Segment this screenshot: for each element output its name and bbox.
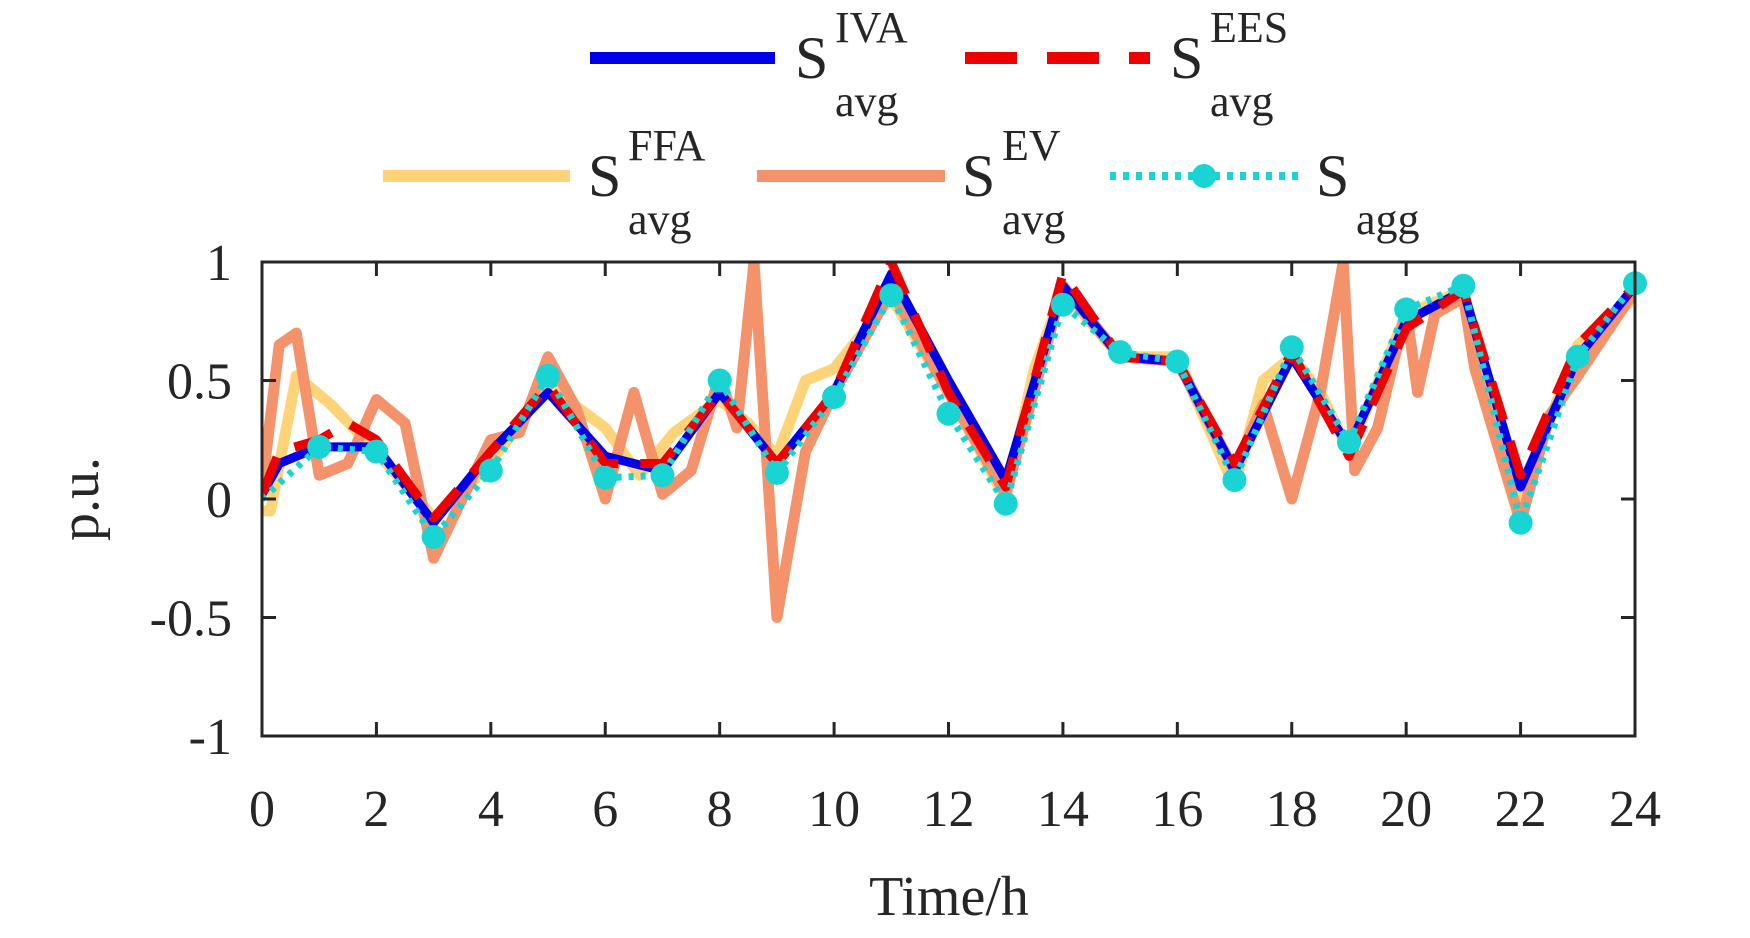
y-tick-label: -0.5 (150, 591, 232, 648)
x-tick-label: 12 (923, 781, 975, 838)
data-point-agg (1222, 468, 1247, 492)
data-point-agg (822, 385, 847, 410)
data-point-agg (1050, 292, 1075, 317)
x-axis-label: Time/h (869, 866, 1029, 928)
data-point-agg (1451, 273, 1476, 298)
data-point-agg (593, 465, 618, 490)
legend-label-iva-main: S (795, 25, 828, 91)
x-tick-label: 6 (592, 781, 618, 838)
y-tick-label: 0.5 (167, 354, 232, 411)
x-tick-label: 22 (1495, 781, 1547, 838)
x-tick-label: 14 (1037, 781, 1089, 838)
data-point-agg (307, 434, 332, 459)
data-point-agg (1508, 510, 1533, 535)
data-point-agg (1394, 297, 1419, 322)
legend-label-ev-sub: avg (1002, 195, 1066, 244)
legend-label-agg-sub: agg (1356, 195, 1420, 244)
data-point-agg (478, 458, 503, 483)
legend-entry-ev: S EV avg (757, 121, 1066, 244)
legend-label-ees-sub: avg (1210, 77, 1274, 126)
data-point-agg (1279, 335, 1304, 360)
legend-label-ffa-sub: avg (628, 195, 692, 244)
legend-label-ev-main: S (962, 143, 995, 209)
x-tick-label: 18 (1266, 781, 1318, 838)
x-tick-label: 16 (1151, 781, 1203, 838)
legend-label-ees-sup: EES (1210, 3, 1288, 52)
legend-entry-ffa: S FFA avg (383, 121, 706, 244)
x-tick-label: 4 (478, 781, 504, 838)
legend-label-agg-main: S (1316, 143, 1349, 209)
legend-label-ev-sup: EV (1002, 121, 1061, 170)
legend-entry-ees: S EES avg (965, 3, 1288, 126)
legend: S IVA avg S EES avg S FFA avg S EV avg S… (383, 3, 1420, 244)
legend-entry-iva: S IVA avg (590, 3, 908, 126)
series-layer (262, 262, 1635, 623)
marker-layer (307, 271, 1647, 549)
legend-swatch-agg-marker (1192, 164, 1216, 188)
data-point-agg (936, 401, 961, 426)
legend-label-ffa-main: S (588, 143, 621, 209)
data-point-agg (364, 439, 389, 464)
data-point-agg (1565, 344, 1590, 369)
data-point-agg (1165, 349, 1190, 374)
legend-label-iva-sup: IVA (835, 3, 908, 52)
data-point-agg (993, 491, 1018, 516)
series-line-s-avg-ees (262, 262, 1635, 523)
legend-entry-agg: S agg (1110, 143, 1420, 244)
series-line-s-avg-ev (262, 262, 1635, 623)
data-point-agg (879, 283, 904, 308)
data-point-agg (1108, 340, 1133, 365)
data-point-agg (707, 368, 732, 393)
data-point-agg (1337, 430, 1361, 455)
legend-label-ees-main: S (1170, 25, 1203, 91)
y-tick-label: -1 (189, 709, 232, 766)
x-tick-label: 24 (1609, 781, 1661, 838)
y-tick-label: 0 (206, 472, 232, 529)
legend-label-ffa-sup: FFA (628, 121, 706, 170)
x-tick-label: 2 (363, 781, 389, 838)
y-tick-label: 1 (206, 235, 232, 292)
data-point-agg (536, 363, 560, 388)
y-axis-label: p.u. (49, 457, 111, 541)
x-tick-label: 8 (707, 781, 733, 838)
legend-label-iva-sub: avg (835, 77, 899, 126)
data-point-agg (421, 524, 446, 549)
x-tick-label: 10 (808, 781, 860, 838)
x-tick-label: 0 (249, 781, 275, 838)
data-point-agg (650, 463, 675, 488)
x-tick-label: 20 (1380, 781, 1432, 838)
data-point-agg (764, 460, 789, 485)
